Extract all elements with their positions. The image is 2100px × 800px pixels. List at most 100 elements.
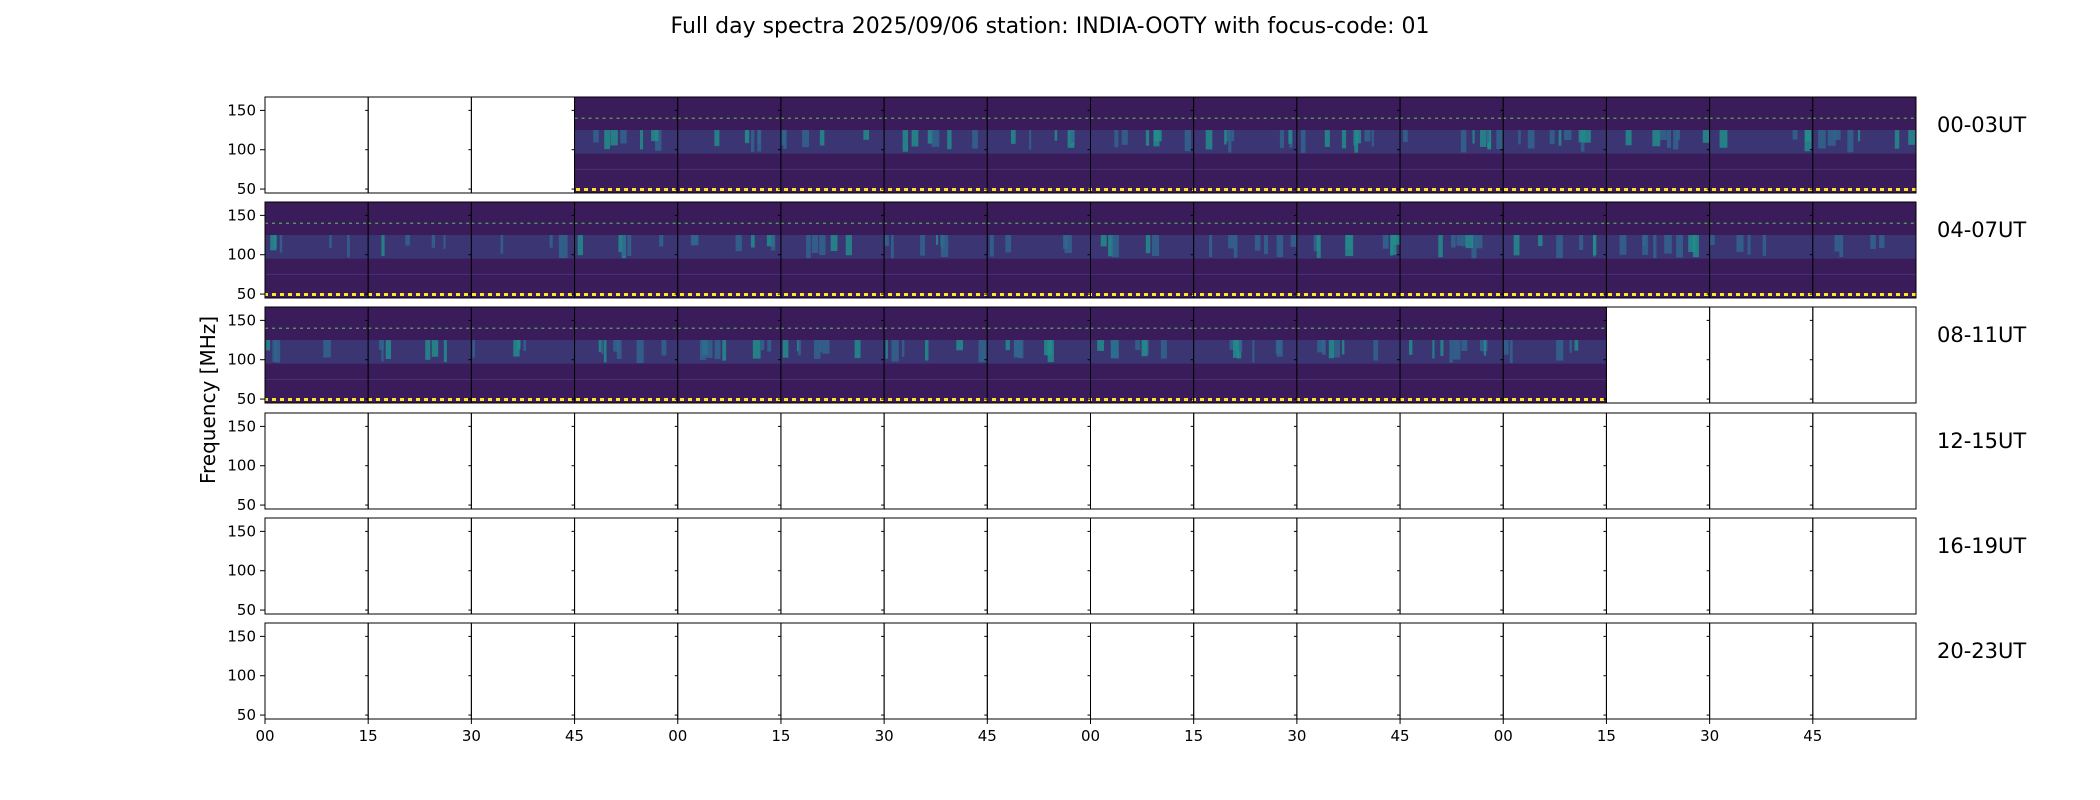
baseline-dots bbox=[677, 188, 781, 191]
panel-frame bbox=[1812, 306, 1917, 404]
panel-frame bbox=[1090, 412, 1195, 510]
panel-frame bbox=[470, 412, 576, 510]
x-tick-label: 45 bbox=[1803, 727, 1822, 745]
y-tick-label: 100 bbox=[227, 351, 256, 369]
baseline-dots bbox=[780, 398, 885, 401]
spectrum-streak bbox=[600, 340, 604, 354]
spectrum-streak bbox=[613, 340, 619, 352]
spectrum-streak bbox=[782, 340, 789, 358]
spectrum-streak bbox=[1341, 340, 1345, 355]
spectrum-band bbox=[1193, 130, 1297, 154]
spectrum-streak bbox=[1160, 340, 1167, 359]
spectrum-band bbox=[677, 235, 781, 259]
panel-frame bbox=[780, 412, 885, 510]
spectrum-streak bbox=[593, 130, 599, 143]
x-tick-label: 00 bbox=[668, 727, 687, 745]
baseline-dots bbox=[987, 188, 1091, 191]
panel-frame bbox=[470, 517, 576, 615]
panel-frame bbox=[1812, 96, 1917, 194]
baseline-dots bbox=[677, 293, 781, 296]
spectrum-streak bbox=[781, 130, 786, 146]
spectrum-streak bbox=[1805, 130, 1812, 142]
spectrum-band bbox=[884, 340, 988, 364]
spectrum-streak bbox=[500, 235, 504, 254]
spectrum-streak bbox=[272, 340, 277, 362]
spectrum-streak bbox=[1461, 340, 1468, 352]
panel-frame bbox=[1399, 517, 1504, 615]
spectrum-band bbox=[987, 235, 1091, 259]
spectrum-streak bbox=[513, 340, 520, 357]
spectrum-streak bbox=[1513, 235, 1520, 256]
spectrum-streak bbox=[798, 340, 801, 356]
x-tick-label: 00 bbox=[1081, 727, 1100, 745]
baseline-dots bbox=[1709, 188, 1813, 191]
panel-frame bbox=[1502, 622, 1607, 720]
spectrum-streak bbox=[1834, 130, 1841, 140]
spectrum-streak bbox=[819, 235, 826, 255]
spectrum-band bbox=[265, 340, 369, 364]
spectrum-streak bbox=[920, 235, 925, 256]
spectrum-band bbox=[1812, 235, 1916, 259]
spectrum-streak bbox=[802, 130, 809, 148]
baseline-dots bbox=[1503, 188, 1607, 191]
baseline-dots bbox=[1193, 398, 1297, 401]
spectrum-streak bbox=[1538, 235, 1543, 247]
spectrum-streak bbox=[616, 340, 622, 359]
x-tick-label: 00 bbox=[1494, 727, 1513, 745]
spectrum-streak bbox=[1432, 340, 1435, 359]
spectrum-streak bbox=[329, 235, 332, 249]
spectrum-band bbox=[471, 340, 575, 364]
baseline-dots bbox=[574, 188, 678, 191]
baseline-dots bbox=[1606, 293, 1710, 296]
spectrum-streak bbox=[266, 340, 271, 351]
spectrum-streak bbox=[1263, 235, 1268, 255]
panel-frame bbox=[677, 412, 782, 510]
spectrum-streak bbox=[1569, 340, 1572, 353]
panel-frame bbox=[1502, 412, 1607, 510]
baseline-dots bbox=[368, 398, 472, 401]
spectrum-streak bbox=[936, 235, 939, 245]
spectrum-streak bbox=[405, 235, 410, 246]
panel-frame bbox=[574, 412, 679, 510]
spectrum-band bbox=[1090, 130, 1194, 154]
panel-frame bbox=[1296, 622, 1401, 720]
spectrum-streak bbox=[1135, 340, 1141, 351]
spectrum-streak bbox=[744, 130, 750, 144]
spectrum-streak bbox=[1341, 130, 1347, 149]
spectrum-streak bbox=[699, 340, 706, 361]
spectrum-streak bbox=[1472, 130, 1475, 144]
spectrum-band bbox=[677, 130, 781, 154]
panel-frame bbox=[470, 622, 576, 720]
spectrum-streak bbox=[661, 340, 667, 356]
spectrum-streak bbox=[1736, 235, 1744, 252]
spectrum-streak bbox=[1324, 130, 1330, 147]
spectrum-streak bbox=[1578, 130, 1585, 143]
spectrum-streak bbox=[947, 130, 952, 150]
y-tick-label: 100 bbox=[227, 141, 256, 159]
spectrum-streak bbox=[1556, 340, 1564, 361]
baseline-dots bbox=[987, 398, 1091, 401]
baseline-dots bbox=[1503, 293, 1607, 296]
x-tick-label: 45 bbox=[1391, 727, 1410, 745]
spectrum-streak bbox=[1121, 130, 1128, 145]
spectrum-streak bbox=[1480, 340, 1488, 352]
y-tick-label: 150 bbox=[227, 206, 256, 224]
panel-frame bbox=[883, 412, 988, 510]
spectrum-streak bbox=[1453, 340, 1461, 360]
spectrum-streak bbox=[1276, 235, 1284, 258]
spectrum-streak bbox=[1839, 235, 1844, 258]
x-tick-label: 30 bbox=[1700, 727, 1719, 745]
spectrum-streak bbox=[1364, 130, 1371, 142]
spectrum-streak bbox=[1496, 130, 1504, 149]
spectrum-streak bbox=[1660, 130, 1667, 141]
spectrum-streak bbox=[1894, 130, 1900, 149]
row-label: 08-11UT bbox=[1937, 323, 2026, 347]
spectrum-streak bbox=[604, 130, 610, 150]
panel-frame bbox=[367, 412, 472, 510]
baseline-dots bbox=[884, 188, 988, 191]
panel-frame bbox=[574, 622, 679, 720]
spectrum-streak bbox=[1373, 340, 1379, 361]
baseline-dots bbox=[1296, 398, 1401, 401]
spectrum-streak bbox=[714, 340, 721, 359]
x-tick-label: 45 bbox=[978, 727, 997, 745]
